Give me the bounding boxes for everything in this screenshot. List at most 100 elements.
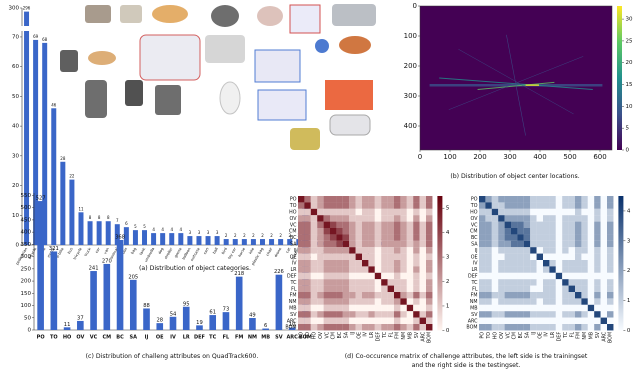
- row-label: OV: [290, 216, 298, 222]
- matrix-cell: [530, 324, 537, 331]
- matrix-cell: [498, 215, 505, 222]
- matrix-cell: [336, 260, 343, 267]
- y-tick-label: 300: [9, 6, 20, 12]
- matrix-cell: [419, 285, 427, 293]
- matrix-cell: [362, 279, 369, 286]
- matrix-cell: [304, 221, 311, 229]
- matrix-cell: [387, 272, 395, 280]
- matrix-cell: [491, 266, 499, 273]
- matrix-cell: [485, 292, 492, 299]
- matrix-cell: [594, 266, 601, 273]
- matrix-cell: [479, 234, 486, 241]
- y-tick-label: 10: [12, 213, 19, 219]
- matrix-cell: [562, 228, 569, 235]
- matrix-cell: [568, 272, 576, 280]
- value-label: 28: [60, 156, 66, 161]
- y-tick-label: 50: [24, 315, 31, 321]
- matrix-cell: [374, 202, 382, 209]
- matrix-cell: [594, 311, 601, 318]
- matrix-cell: [413, 234, 420, 241]
- row-label: HO: [470, 210, 478, 216]
- bar: [60, 161, 66, 245]
- matrix-cell: [504, 221, 512, 229]
- column-label: FL: [388, 332, 394, 338]
- matrix-cell: [368, 304, 375, 312]
- matrix-cell: [511, 208, 518, 216]
- matrix-cell: [406, 260, 414, 267]
- colorbar-tick-label: 10: [626, 104, 633, 110]
- matrix-cell: [600, 253, 608, 261]
- matrix-cell: [298, 317, 305, 325]
- matrix-cell: [555, 298, 563, 305]
- matrix-cell: [426, 196, 433, 203]
- matrix-cell: [575, 272, 582, 280]
- bar: [196, 325, 203, 330]
- matrix-cell: [568, 298, 576, 305]
- x-tick-label: BOM: [299, 335, 312, 341]
- matrix-cell: [304, 304, 311, 312]
- matrix-cell: [607, 240, 614, 248]
- matrix-cell: [310, 292, 318, 299]
- matrix-cell: [400, 208, 407, 216]
- row-label: DEF: [287, 274, 297, 280]
- value-label: 73: [223, 307, 230, 313]
- matrix-cell: [368, 266, 375, 273]
- matrix-cell: [568, 279, 576, 286]
- matrix-cell: [330, 324, 337, 331]
- matrix-cell: [587, 260, 595, 267]
- matrix-cell: [355, 317, 363, 325]
- matrix-cell: [387, 221, 395, 229]
- matrix-cell: [342, 215, 350, 222]
- matrix-cell: [413, 272, 420, 280]
- matrix-cell: [523, 202, 531, 209]
- row-label: BOM: [466, 325, 477, 331]
- matrix-cell: [536, 304, 544, 312]
- bar: [96, 221, 102, 245]
- colorbar-tick-label: 1: [446, 303, 450, 309]
- matrix-cell: [555, 228, 563, 235]
- matrix-cell: [317, 285, 324, 293]
- x-tick-label: PO: [37, 335, 45, 341]
- matrix-cell: [549, 311, 556, 318]
- matrix-cell: [562, 266, 569, 273]
- x-tick-label: scooter: [290, 247, 300, 261]
- matrix-cell: [349, 311, 356, 318]
- matrix-cell: [511, 285, 518, 293]
- matrix-cell: [581, 304, 588, 312]
- matrix-cell: [536, 272, 544, 280]
- row-label: LR: [290, 267, 297, 273]
- bar: [69, 179, 75, 245]
- matrix-cell: [400, 298, 407, 305]
- bar: [24, 31, 30, 245]
- matrix-cell: [504, 324, 512, 331]
- matrix-cell: [485, 221, 492, 229]
- y-tick-label: 70: [12, 34, 19, 40]
- matrix-cell: [543, 272, 550, 280]
- matrix-cell: [387, 298, 395, 305]
- value-label: 11: [64, 322, 71, 328]
- matrix-cell: [530, 285, 537, 293]
- column-label: VC: [505, 331, 511, 338]
- matrix-cell: [394, 196, 401, 203]
- matrix-cell: [362, 240, 369, 248]
- bar: [278, 239, 284, 245]
- matrix-cell: [330, 272, 337, 280]
- x-tick-label: cart: [203, 246, 210, 255]
- matrix-cell: [336, 221, 343, 229]
- matrix-cell: [575, 285, 582, 293]
- matrix-cell: [342, 221, 350, 229]
- bar: [235, 276, 243, 330]
- x-tick-label: car: [95, 247, 102, 254]
- matrix-cell: [298, 234, 305, 241]
- thumbnail: [257, 89, 307, 121]
- y-tick-label: 200: [404, 62, 417, 70]
- column-label: IV: [544, 331, 550, 336]
- matrix-cell: [387, 285, 395, 293]
- matrix-cell: [555, 253, 563, 261]
- matrix-cell: [387, 208, 395, 216]
- x-tick-label: FL: [223, 335, 230, 341]
- matrix-cell: [587, 279, 595, 286]
- matrix-cell: [587, 234, 595, 241]
- matrix-cell: [368, 324, 375, 331]
- matrix-cell: [607, 234, 614, 241]
